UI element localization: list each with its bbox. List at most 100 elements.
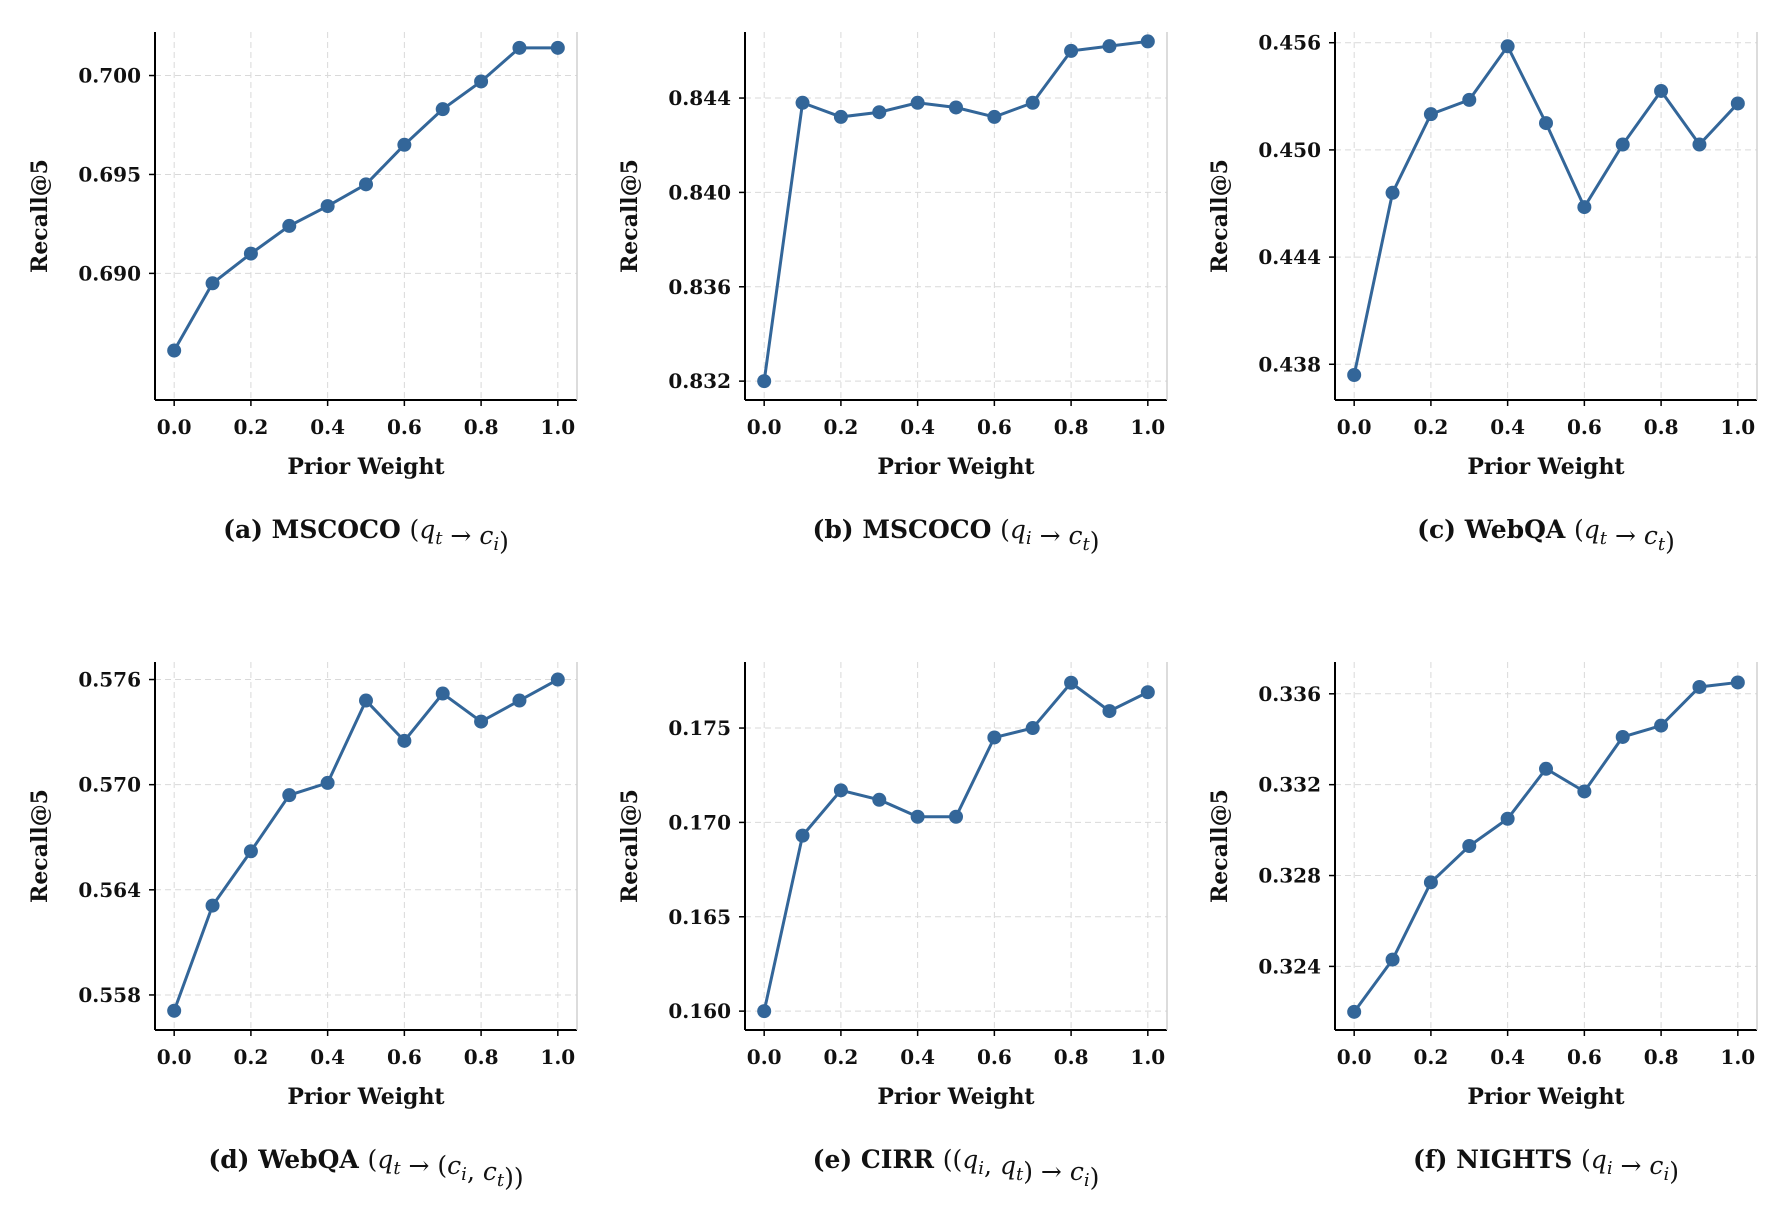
- y-tick-label: 0.438: [1258, 352, 1321, 376]
- data-point: [205, 898, 220, 913]
- x-tick-label: 0.6: [387, 415, 422, 439]
- panel-caption: (b) MSCOCO (qi → ct): [812, 515, 1099, 556]
- caption-subscript: t: [1600, 528, 1608, 549]
- x-tick-label: 0.2: [234, 1045, 269, 1069]
- y-tick-label: 0.332: [1258, 773, 1321, 797]
- data-point: [167, 1003, 182, 1018]
- caption-var: c: [447, 1151, 461, 1180]
- data-point: [282, 788, 297, 803]
- y-tick-label: 0.695: [78, 162, 141, 186]
- data-point: [1500, 39, 1515, 54]
- data-point: [167, 343, 182, 358]
- y-tick-label: 0.450: [1258, 138, 1321, 162]
- caption-title: (b) MSCOCO: [812, 515, 1000, 544]
- caption-subscript: t: [1016, 1164, 1024, 1185]
- y-axis-label: Recall@5: [617, 789, 643, 903]
- y-tick-label: 0.832: [668, 369, 731, 393]
- caption-var: q: [1591, 1145, 1607, 1174]
- caption-var: c: [1069, 521, 1083, 550]
- x-tick-label: 0.0: [747, 415, 782, 439]
- x-tick-label: 1.0: [1130, 1045, 1165, 1069]
- x-tick-label: 0.8: [464, 415, 499, 439]
- x-tick-label: 0.4: [900, 1045, 935, 1069]
- data-point: [243, 246, 258, 261]
- caption-subscript: i: [461, 1164, 467, 1185]
- caption-symbols: (: [1574, 515, 1584, 544]
- x-tick-label: 0.0: [747, 1045, 782, 1069]
- data-point: [1500, 811, 1515, 826]
- data-point: [1140, 34, 1155, 49]
- x-tick-label: 1.0: [540, 415, 575, 439]
- series-line: [172, 46, 558, 352]
- y-tick-label: 0.324: [1258, 954, 1321, 978]
- caption-title: (d) WebQA: [208, 1145, 367, 1174]
- x-tick-label: 0.2: [1414, 1045, 1449, 1069]
- data-point: [833, 109, 848, 124]
- data-point: [1462, 92, 1477, 107]
- chart-panel-2: 0.0 0.2 0.4 0.6 0.8 1.0 0.832 0.836 0.840 0.844 Pr…: [617, 32, 1168, 556]
- data-point: [795, 828, 810, 843]
- data-point: [474, 74, 489, 89]
- x-tick-label: 0.0: [157, 415, 192, 439]
- panel-caption: (c) WebQA (qt → ct): [1417, 515, 1675, 556]
- x-tick-label: 0.6: [977, 415, 1012, 439]
- caption-symbols: ): [1090, 527, 1100, 556]
- x-tick-label: 0.4: [310, 415, 345, 439]
- chart-panel-1: 0.0 0.2 0.4 0.6 0.8 1.0 0.690 0.695 0.700 Prior W…: [27, 32, 578, 556]
- y-axis-label: Recall@5: [1207, 159, 1233, 273]
- caption-title: (f) NIGHTS: [1413, 1145, 1581, 1174]
- caption-symbols: →: [442, 521, 479, 550]
- caption-subscript: t: [1658, 534, 1666, 555]
- caption-var: q: [962, 1145, 978, 1174]
- y-tick-label: 0.844: [668, 86, 731, 110]
- x-tick-label: 0.8: [1054, 415, 1089, 439]
- x-tick-label: 0.4: [900, 415, 935, 439]
- caption-subscript: i: [1663, 1164, 1669, 1185]
- data-point: [1385, 185, 1400, 200]
- data-point: [757, 374, 772, 389]
- y-axis-label: Recall@5: [27, 159, 53, 273]
- caption-symbols: →: [1032, 521, 1069, 550]
- caption-symbols: ,: [467, 1157, 483, 1186]
- x-axis-label: Prior Weight: [1467, 454, 1625, 480]
- data-point: [397, 733, 412, 748]
- data-point: [1064, 43, 1079, 58]
- y-tick-label: 0.836: [668, 275, 731, 299]
- series-line: [762, 680, 1149, 1012]
- series-line: [1352, 680, 1738, 1013]
- y-tick-label: 0.456: [1258, 31, 1321, 55]
- y-tick-label: 0.160: [668, 999, 731, 1023]
- data-point: [1064, 675, 1079, 690]
- caption-subscript: i: [493, 534, 499, 555]
- data-point: [1577, 200, 1592, 215]
- caption-symbols: ): [499, 527, 509, 556]
- x-tick-label: 0.0: [1337, 1045, 1372, 1069]
- data-point: [512, 693, 527, 708]
- caption-subscript: i: [1026, 528, 1032, 549]
- x-tick-label: 0.6: [977, 1045, 1012, 1069]
- data-point: [1347, 1004, 1362, 1019]
- data-point: [910, 95, 925, 110]
- x-tick-label: 0.6: [387, 1045, 422, 1069]
- x-axis-label: Prior Weight: [877, 454, 1035, 480]
- x-tick-label: 0.2: [824, 1045, 859, 1069]
- caption-symbols: → (: [401, 1151, 448, 1180]
- data-point: [872, 792, 887, 807]
- data-point: [359, 693, 373, 708]
- x-tick-label: 0.6: [1567, 1045, 1602, 1069]
- caption-var: q: [377, 1145, 393, 1174]
- data-point: [1615, 729, 1630, 744]
- data-point: [872, 105, 887, 120]
- data-point: [1347, 367, 1362, 382]
- data-point: [320, 775, 335, 790]
- panel-caption: (a) MSCOCO (qt → ci): [223, 515, 509, 556]
- x-tick-label: 0.8: [1644, 415, 1679, 439]
- caption-symbols: (: [368, 1145, 378, 1174]
- y-axis-label: Recall@5: [1207, 789, 1233, 903]
- data-point: [320, 199, 335, 214]
- caption-var: c: [1644, 521, 1658, 550]
- x-tick-label: 1.0: [1720, 415, 1755, 439]
- chart-panel-3: 0.0 0.2 0.4 0.6 0.8 1.0 0.438 0.444 0.450 0.456 Pr…: [1207, 31, 1758, 556]
